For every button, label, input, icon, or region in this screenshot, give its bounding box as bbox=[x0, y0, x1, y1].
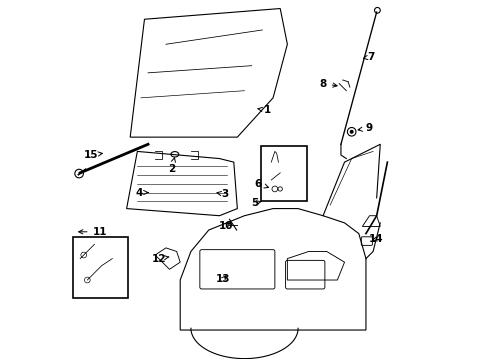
Text: 6: 6 bbox=[254, 179, 268, 189]
Text: 2: 2 bbox=[167, 158, 175, 174]
Text: 3: 3 bbox=[217, 189, 228, 199]
Text: 8: 8 bbox=[319, 78, 336, 89]
Text: 12: 12 bbox=[151, 253, 168, 264]
Text: 14: 14 bbox=[368, 234, 383, 244]
Circle shape bbox=[349, 130, 352, 133]
Text: 7: 7 bbox=[363, 52, 374, 62]
Text: 15: 15 bbox=[83, 150, 102, 160]
Text: 5: 5 bbox=[250, 198, 261, 208]
Text: 1: 1 bbox=[258, 105, 271, 115]
Text: 10: 10 bbox=[218, 221, 233, 231]
Text: 4: 4 bbox=[135, 188, 148, 198]
Text: 9: 9 bbox=[357, 123, 372, 133]
Text: 13: 13 bbox=[215, 274, 230, 284]
Text: 11: 11 bbox=[79, 227, 107, 237]
